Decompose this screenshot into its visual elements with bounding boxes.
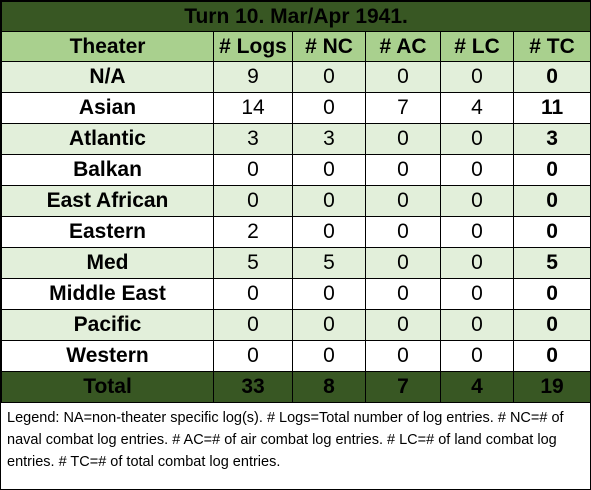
tc-cell: 0 [512, 154, 591, 186]
logs-cell: 0 [213, 309, 293, 341]
total-row: Total 33 8 7 4 19 [1, 371, 591, 403]
tc-cell: 11 [512, 92, 591, 124]
ac-cell: 0 [365, 61, 441, 93]
nc-cell: 0 [292, 216, 366, 248]
nc-cell: 0 [292, 278, 366, 310]
nc-cell: 0 [292, 185, 366, 217]
tc-cell: 0 [512, 61, 591, 93]
theater-cell: N/A [1, 61, 214, 93]
tc-cell: 0 [512, 216, 591, 248]
nc-cell: 0 [292, 61, 366, 93]
ac-cell: 0 [365, 154, 441, 186]
logs-cell: 14 [213, 92, 293, 124]
total-nc: 8 [292, 371, 366, 403]
theater-cell: East African [1, 185, 214, 217]
theater-cell: Atlantic [1, 123, 214, 155]
theater-cell: Eastern [1, 216, 214, 248]
lc-cell: 0 [440, 278, 514, 310]
ac-cell: 0 [365, 278, 441, 310]
ac-cell: 0 [365, 185, 441, 217]
theater-cell: Med [1, 247, 214, 279]
ac-cell: 0 [365, 123, 441, 155]
lc-cell: 0 [440, 61, 514, 93]
lc-cell: 0 [440, 185, 514, 217]
lc-cell: 0 [440, 340, 514, 372]
logs-cell: 9 [213, 61, 293, 93]
nc-cell: 3 [292, 123, 366, 155]
table-row: Atlantic 3 3 0 0 3 [1, 123, 591, 155]
table-row: Med 5 5 0 0 5 [1, 247, 591, 279]
nc-cell: 5 [292, 247, 366, 279]
table-row: East African 0 0 0 0 0 [1, 185, 591, 217]
theater-cell: Asian [1, 92, 214, 124]
table-row: Western 0 0 0 0 0 [1, 340, 591, 372]
ac-cell: 7 [365, 92, 441, 124]
lc-cell: 0 [440, 154, 514, 186]
tc-cell: 3 [512, 123, 591, 155]
table-row: Asian 14 0 7 4 11 [1, 92, 591, 124]
total-logs: 33 [213, 371, 293, 403]
table-row: Pacific 0 0 0 0 0 [1, 309, 591, 341]
tc-cell: 0 [512, 278, 591, 310]
table-title: Turn 10. Mar/Apr 1941. [0, 1, 591, 32]
ac-cell: 0 [365, 216, 441, 248]
nc-cell: 0 [292, 340, 366, 372]
header-nc: # NC [292, 31, 366, 62]
ac-cell: 0 [365, 247, 441, 279]
lc-cell: 4 [440, 92, 514, 124]
total-ac: 7 [365, 371, 441, 403]
tc-cell: 0 [512, 185, 591, 217]
title-row: Turn 10. Mar/Apr 1941. [0, 1, 591, 32]
total-label: Total [1, 371, 214, 403]
logs-cell: 3 [213, 123, 293, 155]
table-row: Middle East 0 0 0 0 0 [1, 278, 591, 310]
lc-cell: 0 [440, 247, 514, 279]
total-lc: 4 [440, 371, 514, 403]
logs-cell: 2 [213, 216, 293, 248]
lc-cell: 0 [440, 123, 514, 155]
table-row: Eastern 2 0 0 0 0 [1, 216, 591, 248]
legend-text: Legend: NA=non-theater specific log(s). … [1, 403, 590, 473]
logs-cell: 0 [213, 340, 293, 372]
tc-cell: 0 [512, 340, 591, 372]
theater-cell: Pacific [1, 309, 214, 341]
header-logs: # Logs [213, 31, 293, 62]
tc-cell: 5 [512, 247, 591, 279]
nc-cell: 0 [292, 92, 366, 124]
theater-cell: Balkan [1, 154, 214, 186]
lc-cell: 0 [440, 309, 514, 341]
tc-cell: 0 [512, 309, 591, 341]
ac-cell: 0 [365, 340, 441, 372]
log-summary-table: Turn 10. Mar/Apr 1941. Theater # Logs # … [0, 1, 591, 403]
logs-cell: 0 [213, 185, 293, 217]
logs-cell: 0 [213, 154, 293, 186]
header-ac: # AC [365, 31, 441, 62]
header-row: Theater # Logs # NC # AC # LC # TC [1, 31, 591, 62]
nc-cell: 0 [292, 154, 366, 186]
logs-cell: 0 [213, 278, 293, 310]
header-tc: # TC [512, 31, 591, 62]
lc-cell: 0 [440, 216, 514, 248]
table-row: N/A 9 0 0 0 0 [1, 61, 591, 93]
logs-cell: 5 [213, 247, 293, 279]
ac-cell: 0 [365, 309, 441, 341]
table-row: Balkan 0 0 0 0 0 [1, 154, 591, 186]
header-theater: Theater [1, 31, 214, 62]
total-tc: 19 [512, 371, 591, 403]
theater-cell: Middle East [1, 278, 214, 310]
header-lc: # LC [440, 31, 514, 62]
theater-cell: Western [1, 340, 214, 372]
nc-cell: 0 [292, 309, 366, 341]
